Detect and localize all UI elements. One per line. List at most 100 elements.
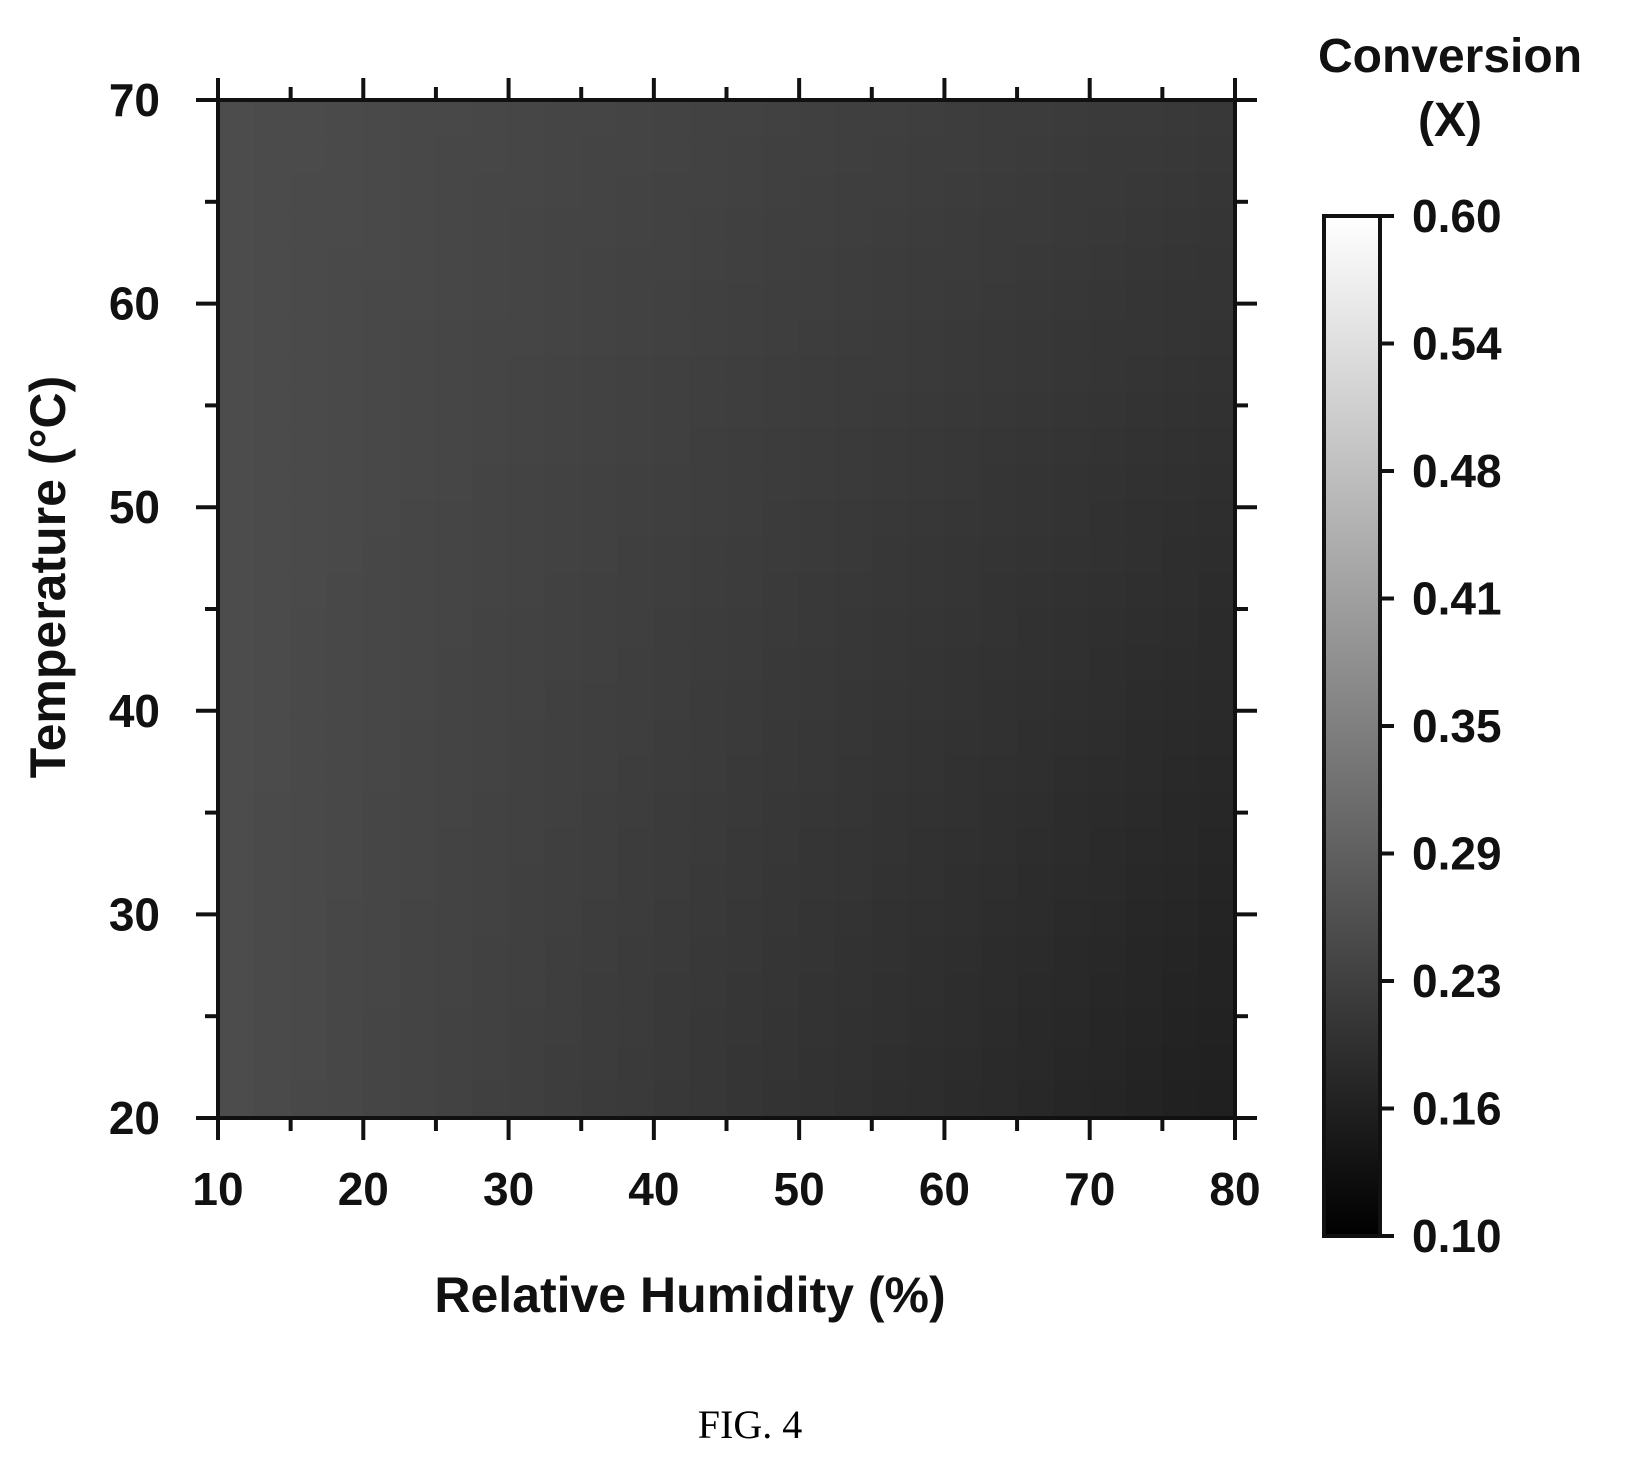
heatmap-cell [363,136,401,174]
heatmap-cell [690,936,728,974]
heatmap-cell [1162,318,1200,356]
heatmap-cell [290,209,328,247]
heatmap-cell [218,245,256,283]
heatmap-cell [363,681,401,719]
heatmap-cell [799,645,837,683]
heatmap-cell [254,718,292,756]
heatmap-cell [944,718,982,756]
heatmap-cell [472,645,510,683]
heatmap-cell [544,1008,583,1047]
heatmap-cell [1017,536,1055,574]
heatmap-cell [435,209,474,247]
heatmap-cell [1089,281,1127,319]
heatmap-cell [290,936,328,974]
heatmap-cell [690,209,728,247]
heatmap-cell [1198,100,1236,138]
heatmap-cell [1017,1045,1055,1083]
heatmap-cell [472,1045,510,1083]
heatmap-cell [1089,136,1127,174]
heatmap-cell [944,609,982,647]
axis-ticks [196,78,1257,1140]
heatmap-cell [908,536,946,574]
heatmap-cell [944,645,982,683]
heatmap-cell [908,863,946,901]
heatmap-cell [653,718,691,756]
heatmap-cell [1017,936,1055,974]
heatmap-cell [944,863,982,901]
heatmap-cell [254,972,292,1010]
heatmap-cell [435,1008,474,1047]
heatmap-cell [399,754,437,792]
heatmap-cell [762,463,800,501]
heatmap-cell [653,245,691,283]
heatmap-cell [762,136,800,174]
heatmap-cell [508,936,546,974]
heatmap-cell [399,972,437,1010]
heatmap-cell [690,827,728,865]
heatmap-cell [218,718,256,756]
heatmap-cell [835,754,873,792]
heatmap-cell [1198,645,1236,683]
heatmap-cell [363,209,401,247]
heatmap-cell [871,354,909,392]
heatmap-cell [1126,245,1164,283]
heatmap-cell [581,245,619,283]
heatmap-cell [581,572,619,610]
heatmap-cell [363,754,401,792]
heatmap-cell [799,972,837,1010]
heatmap-cell [472,754,510,792]
heatmap-cell [980,1045,1018,1083]
heatmap-cell [399,899,437,938]
heatmap-cell [799,936,837,974]
heatmap-cell [980,245,1018,283]
heatmap-cell [617,172,655,210]
heatmap-cell [399,1045,437,1083]
heatmap-cell [435,463,474,501]
x-tick-label: 10 [192,1163,243,1215]
y-tick-label: 50 [109,481,160,533]
heatmap-cell [1089,390,1127,429]
heatmap-cell [581,1008,619,1047]
heatmap-cell [1162,681,1200,719]
heatmap-cell [363,172,401,210]
heatmap-cell [944,936,982,974]
heatmap-cell [980,1081,1018,1119]
heatmap-cell [726,1081,764,1119]
heatmap-cell [544,754,583,792]
heatmap-cell [254,354,292,392]
heatmap-cell [799,209,837,247]
heatmap-cell [399,863,437,901]
heatmap-cell [254,936,292,974]
heatmap-cell [1017,172,1055,210]
x-axis-title: Relative Humidity (%) [434,1267,945,1323]
heatmap-cell [799,1081,837,1119]
heatmap-cell [363,790,401,828]
heatmap-cell [908,936,946,974]
heatmap-cell [472,1081,510,1119]
heatmap-cell [1017,281,1055,319]
heatmap-cell [980,536,1018,574]
heatmap-cell [980,318,1018,356]
heatmap-cell [472,354,510,392]
heatmap-cell [581,136,619,174]
heatmap-cell [435,100,474,138]
heatmap-cell [1162,609,1200,647]
heatmap-cell [653,318,691,356]
heatmap-cell [399,572,437,610]
heatmap-cell [690,609,728,647]
heatmap-cell [1162,354,1200,392]
heatmap-cell [617,899,655,938]
heatmap-cell [326,245,365,283]
heatmap-cell [544,390,583,429]
heatmap-cell [1017,245,1055,283]
heatmap-cell [944,245,982,283]
heatmap-cell [1053,209,1091,247]
heatmap-cell [326,136,365,174]
heatmap-cell [1162,972,1200,1010]
heatmap-cell [980,863,1018,901]
heatmap-cell [544,681,583,719]
heatmap-cell [653,172,691,210]
heatmap-cell [290,645,328,683]
heatmap-cell [399,609,437,647]
heatmap-cell [435,390,474,429]
